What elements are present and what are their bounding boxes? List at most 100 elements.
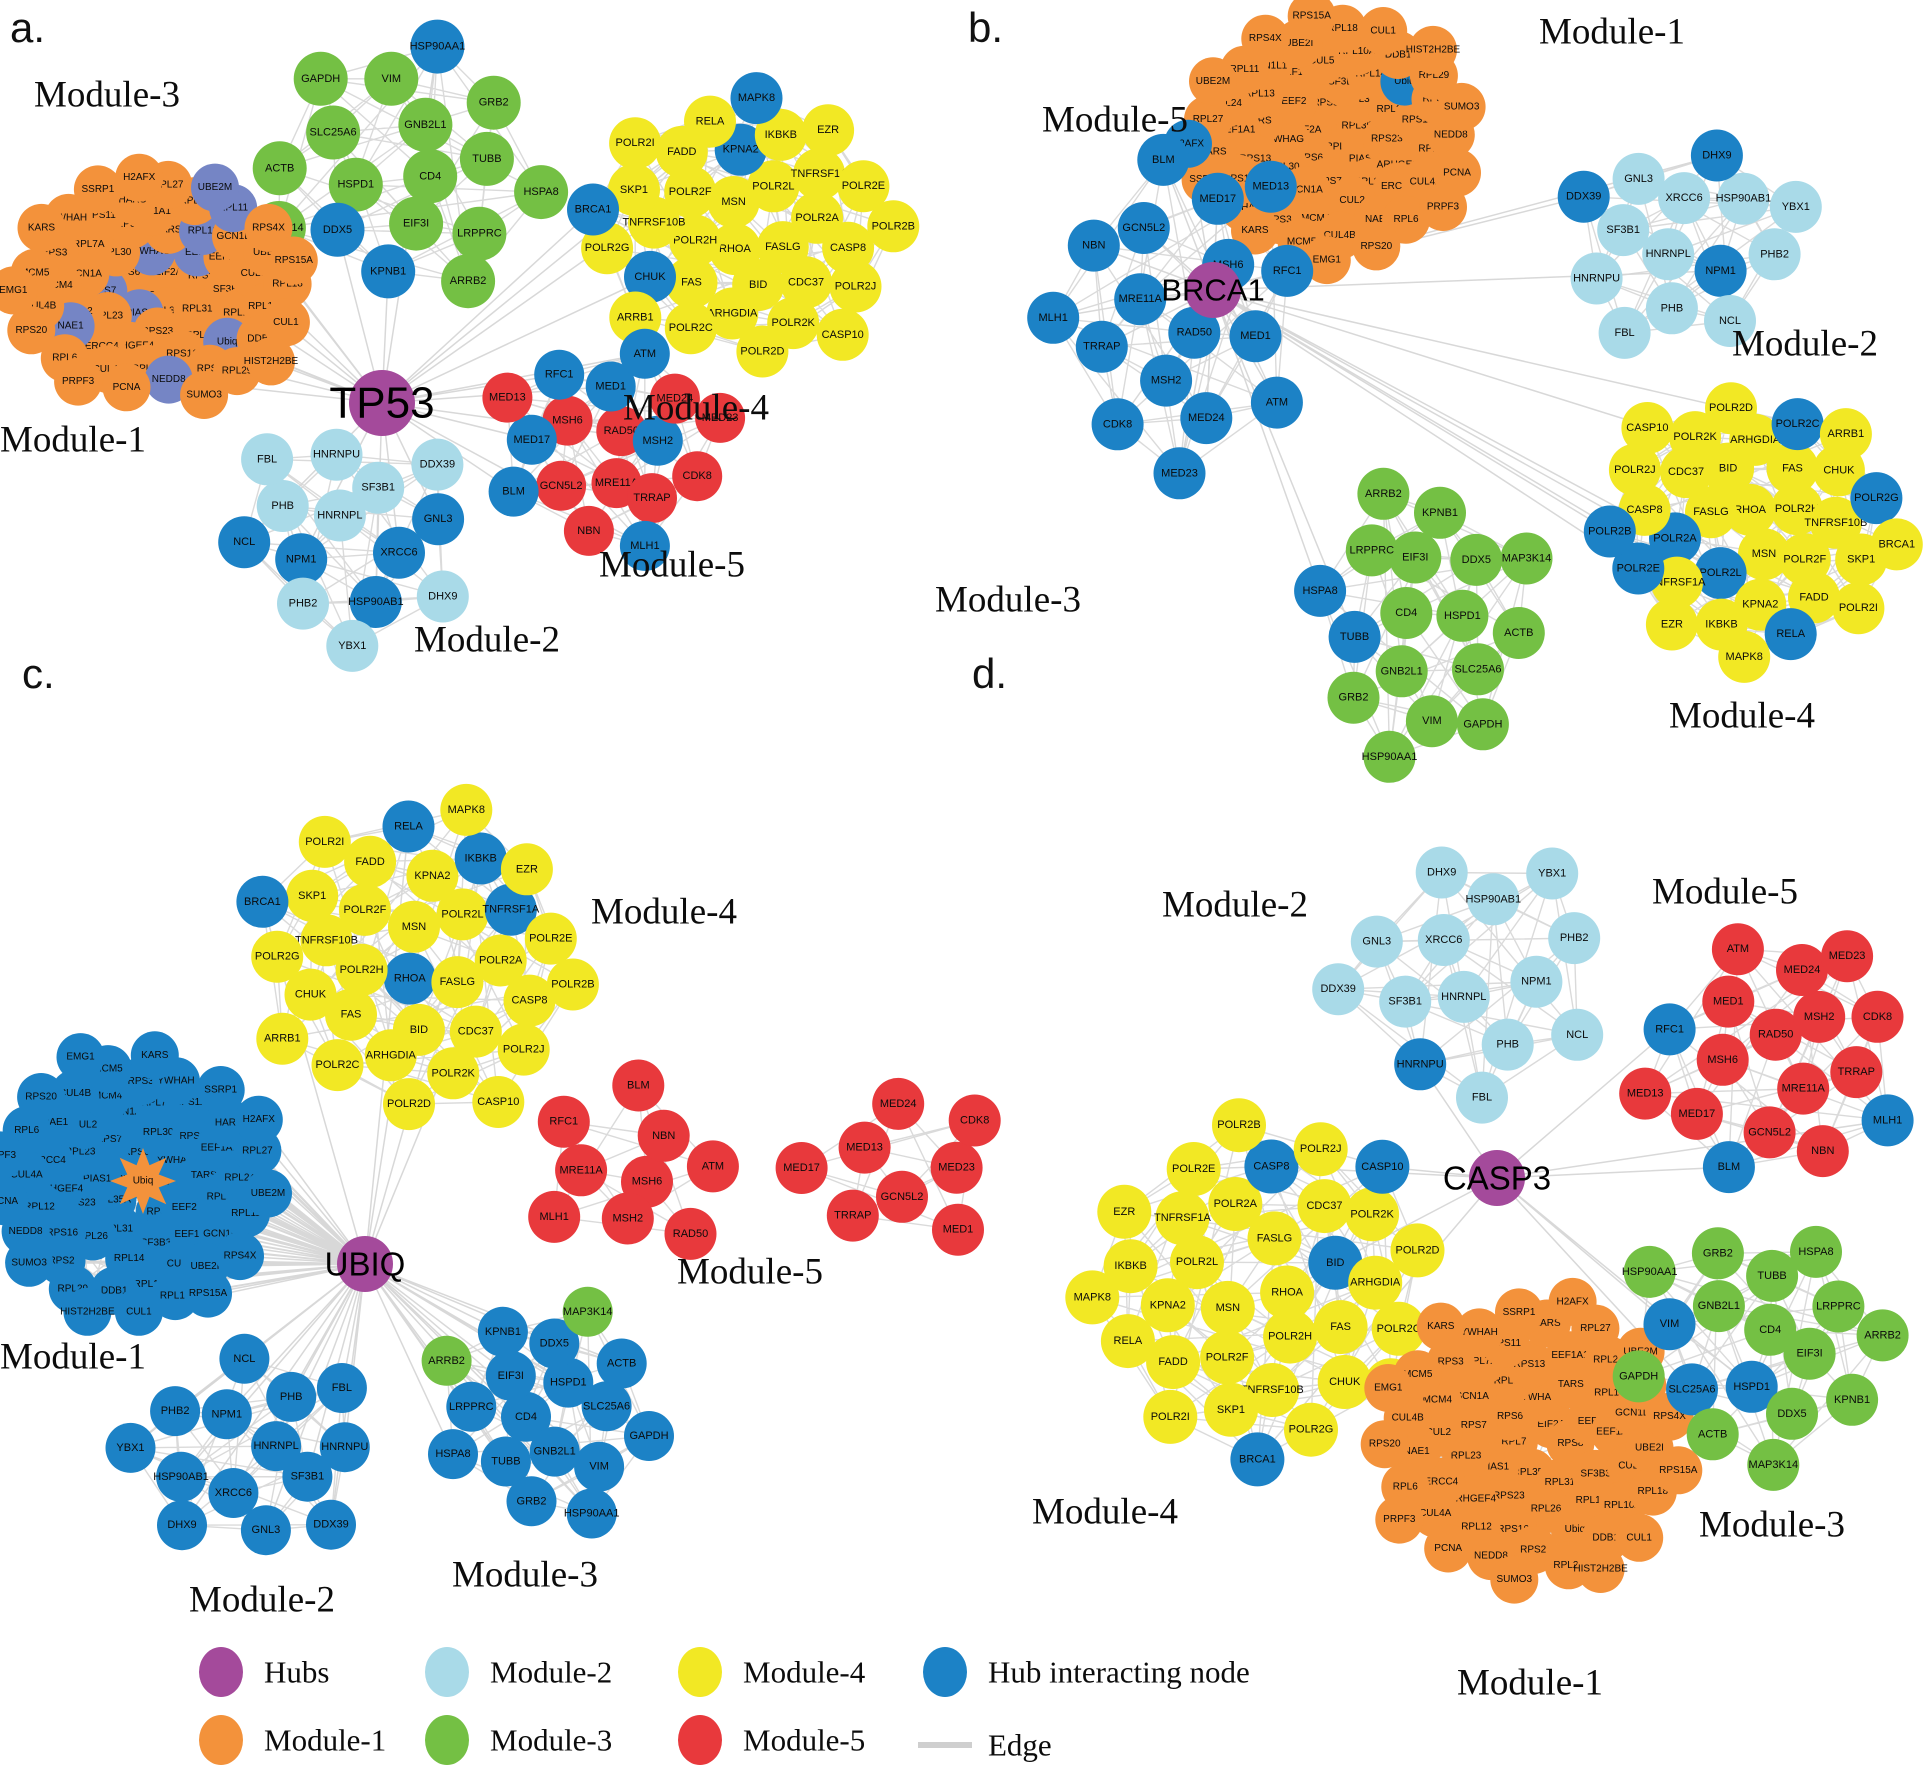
gene-label: GCN1L1	[1615, 1408, 1654, 1419]
gene-node	[488, 466, 539, 517]
gene-label: HSPA8	[1798, 1246, 1833, 1258]
gene-label: GNB2L1	[404, 119, 446, 131]
gene-label: RPL23	[93, 311, 124, 322]
gene-node	[1312, 963, 1365, 1016]
gene-label: PCNA	[0, 1196, 18, 1207]
gene-label: POLR2L	[1176, 1256, 1218, 1268]
gene-label: MSH6	[552, 415, 583, 427]
gene-label: NPM1	[1521, 976, 1552, 988]
gene-label: RAD50	[1177, 327, 1212, 339]
gene-label: RPL6	[14, 1125, 39, 1136]
gene-label: PHB2	[1760, 248, 1789, 260]
module-label-module-5: Module-5	[599, 545, 745, 586]
gene-label: BID	[410, 1024, 428, 1036]
gene-label: RPL13	[1594, 1388, 1625, 1399]
gene-node	[1851, 990, 1904, 1043]
gene-label: POLR2H	[1775, 503, 1819, 515]
gene-node	[802, 104, 855, 157]
gene-node	[506, 1476, 557, 1527]
gene-label: YWHAH	[50, 212, 87, 223]
gene-node	[609, 117, 662, 170]
gene-label: DDX5	[1462, 554, 1491, 566]
gene-label: CD4	[515, 1411, 537, 1423]
gene-node	[1308, 1235, 1363, 1290]
gene-label: RPS13	[1239, 154, 1271, 165]
gene-label: KPNB1	[1422, 507, 1458, 519]
gene-node	[1389, 531, 1442, 584]
gene-label: RPL31	[182, 303, 213, 314]
gene-label: RPL14	[1356, 69, 1387, 80]
gene-label: ERCC4	[1424, 1476, 1458, 1487]
gene-label: H2AFX	[1172, 138, 1205, 149]
gene-node	[669, 214, 722, 267]
module-label-module-4: Module-4	[1032, 1492, 1178, 1533]
gene-label: UBE2M	[1196, 76, 1230, 87]
gene-label: RPS11	[174, 1097, 205, 1108]
legend-label: Module-3	[490, 1723, 612, 1758]
gene-label: ARRB1	[264, 1033, 301, 1045]
gene-node	[466, 75, 521, 130]
gene-label: FASLG	[440, 976, 475, 988]
gene-label: RPL26	[1531, 1504, 1562, 1515]
gene-label: HNRNPU	[1397, 1058, 1444, 1070]
gene-node	[497, 1023, 550, 1076]
module-label-module-4: Module-4	[623, 388, 769, 429]
gene-label: EEF2	[1281, 96, 1306, 107]
gene-node	[1749, 1008, 1802, 1061]
gene-label: PCNA	[1434, 1543, 1462, 1554]
gene-label: ERCC4	[1381, 181, 1415, 192]
gene-label: SKP1	[1847, 554, 1875, 566]
gene-node	[1830, 1046, 1883, 1099]
gene-label: POLR2K	[1673, 431, 1717, 443]
gene-node	[234, 1095, 283, 1144]
gene-node	[1495, 1288, 1543, 1337]
gene-label: RPS2	[48, 1255, 75, 1266]
gene-node	[184, 1269, 232, 1318]
gene-label: EEF1A1	[201, 1143, 239, 1154]
gene-label: POLR2B	[551, 979, 594, 991]
gene-node	[867, 200, 920, 253]
gene-label: RPS13	[179, 1131, 211, 1142]
gene-label: GAPDH	[629, 1430, 668, 1442]
gene-label: NCL	[1566, 1029, 1588, 1041]
gene-node	[459, 131, 514, 186]
gene-node	[1229, 310, 1282, 363]
gene-label: CDC37	[458, 1026, 494, 1038]
gene-label: PHB	[280, 1391, 303, 1403]
module-label-module-1: Module-1	[0, 1337, 146, 1378]
gene-label: MRE11A	[595, 477, 639, 489]
gene-label: KARS	[141, 1050, 169, 1061]
gene-label: CUL4A	[10, 1170, 43, 1181]
gene-label: YBX1	[1782, 201, 1810, 213]
labels-layer: Module-4 Module-1 Module-5 Module-2 Module-3…	[0, 650, 823, 1621]
gene-node	[1692, 1280, 1745, 1333]
gene-node	[1766, 442, 1819, 495]
gene-label: MCM5	[20, 267, 50, 278]
gene-label: TRRAP	[633, 492, 670, 504]
gene-node	[1414, 486, 1466, 539]
gene-label: YWHAG	[1521, 1392, 1559, 1403]
gene-node	[930, 1141, 983, 1194]
gene-node	[1645, 598, 1698, 651]
gene-label: CASP8	[1627, 504, 1663, 516]
gene-label: MED13	[489, 392, 526, 404]
gene-label: MAP3K14	[563, 1306, 613, 1318]
gene-label: RAD50	[673, 1228, 708, 1240]
gene-label: ARHGEF4	[107, 340, 155, 351]
gene-node	[506, 414, 557, 465]
gene-label: BRCA1	[1878, 538, 1915, 550]
gene-label: NAE1	[1404, 1446, 1431, 1457]
gene-label: HIST2H2BE	[60, 1306, 115, 1317]
gene-node	[1557, 170, 1610, 223]
gene-label: SCN1A	[69, 268, 103, 279]
gene-node	[388, 900, 440, 953]
gene-node	[1143, 1389, 1198, 1444]
gene-label: RPS16	[1497, 1524, 1529, 1535]
gene-node	[1405, 695, 1458, 748]
gene-label: HSP90AB1	[153, 1471, 209, 1483]
gene-label: CDC37	[788, 276, 824, 288]
gene-node	[1705, 382, 1757, 435]
gene-label: RPS15A	[1293, 11, 1332, 22]
module-label-module-2: Module-2	[1732, 324, 1878, 365]
gene-node	[1065, 1270, 1120, 1325]
